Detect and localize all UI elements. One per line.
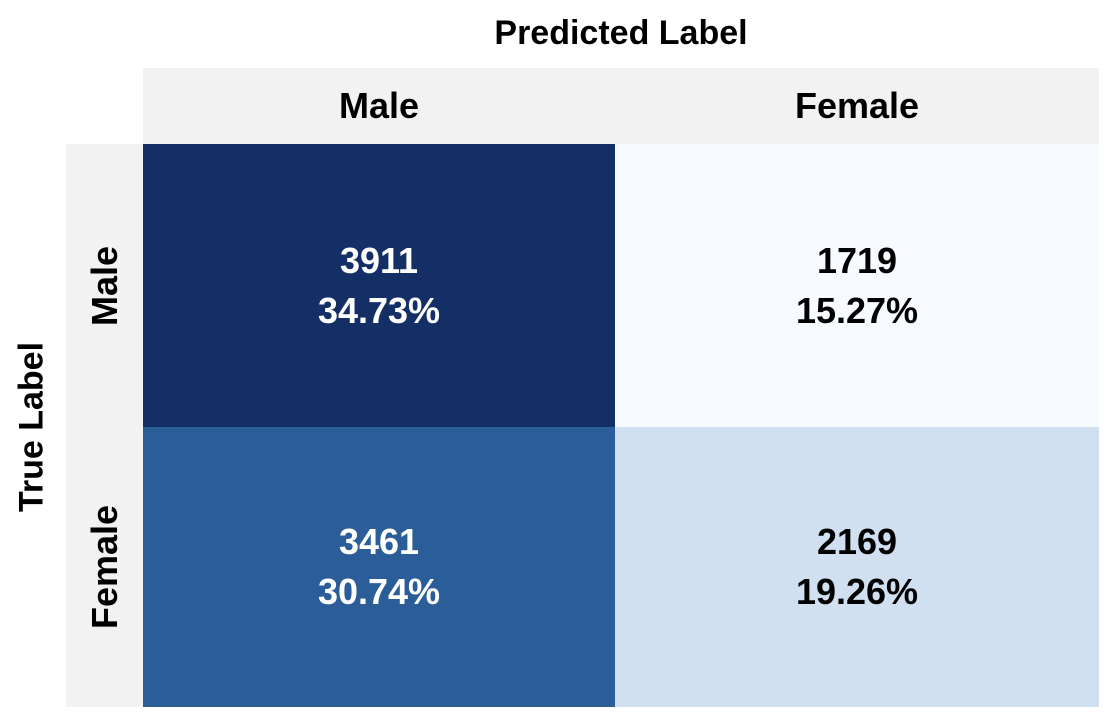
cell-percent: 30.74%	[317, 571, 441, 612]
row-header-female: Female	[66, 427, 143, 707]
heatmap-cell-female-female: 2169 19.26%	[615, 427, 1099, 707]
cell-count: 1719	[816, 239, 898, 281]
cell-percent: 19.26%	[795, 571, 919, 612]
heatmap-cell-male-female: 1719 15.27%	[615, 144, 1099, 427]
column-header-female: Female	[794, 85, 920, 126]
row-header-background	[66, 144, 143, 707]
cell-count: 3911	[339, 239, 419, 281]
x-axis-label: Predicted Label	[494, 13, 748, 52]
cell-count: 3461	[338, 521, 420, 562]
cell-percent: 15.27%	[795, 289, 919, 331]
heatmap-cell-male-male: 3911 34.73%	[143, 144, 615, 427]
cell-percent: 34.73%	[317, 289, 441, 331]
y-axis-label: True Label	[12, 341, 51, 513]
column-header-background	[143, 68, 1099, 144]
row-header-female-label: Female	[83, 504, 125, 630]
cell-count: 2169	[816, 521, 898, 562]
heatmap-cell-female-male: 3461 30.74%	[143, 427, 615, 707]
row-header-male: Male	[66, 144, 143, 427]
column-header-male: Male	[338, 85, 420, 126]
row-header-male-label: Male	[83, 245, 125, 326]
